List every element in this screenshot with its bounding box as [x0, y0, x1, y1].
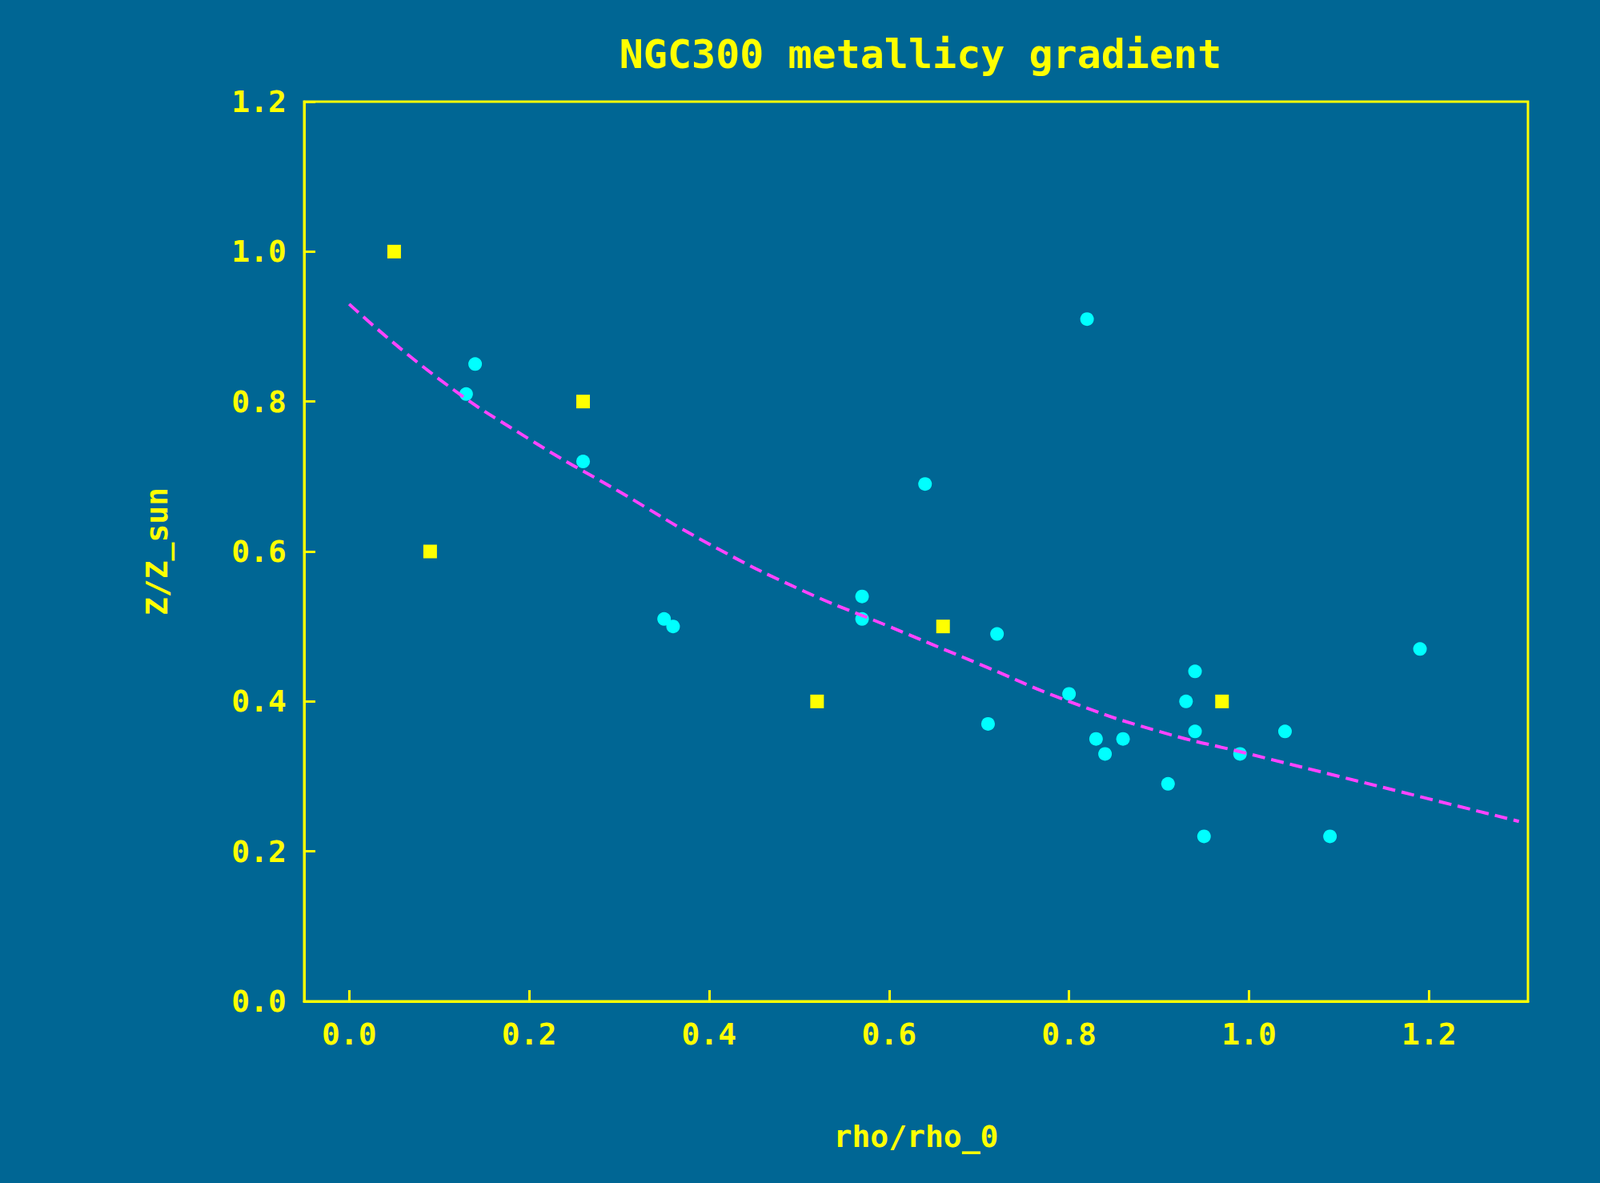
- svg-text:0.8: 0.8: [231, 384, 287, 420]
- svg-text:0.0: 0.0: [321, 1016, 377, 1052]
- svg-text:0.8: 0.8: [1041, 1016, 1097, 1052]
- svg-text:NGC300 metallicy gradient: NGC300 metallicy gradient: [619, 31, 1223, 78]
- svg-text:0.0: 0.0: [231, 983, 287, 1019]
- svg-text:Z/Z_sun: Z/Z_sun: [139, 487, 175, 616]
- svg-text:0.6: 0.6: [861, 1016, 917, 1052]
- svg-text:1.2: 1.2: [1401, 1016, 1457, 1052]
- svg-text:1.0: 1.0: [231, 233, 287, 269]
- svg-text:rho/rho_0: rho/rho_0: [834, 1118, 999, 1155]
- svg-text:0.2: 0.2: [501, 1016, 558, 1052]
- svg-text:0.4: 0.4: [681, 1016, 738, 1052]
- svg-text:0.4: 0.4: [231, 683, 287, 719]
- svg-text:0.2: 0.2: [231, 834, 287, 870]
- svg-text:0.6: 0.6: [231, 533, 287, 570]
- svg-text:1.2: 1.2: [231, 84, 287, 120]
- svg-text:1.0: 1.0: [1221, 1016, 1277, 1052]
